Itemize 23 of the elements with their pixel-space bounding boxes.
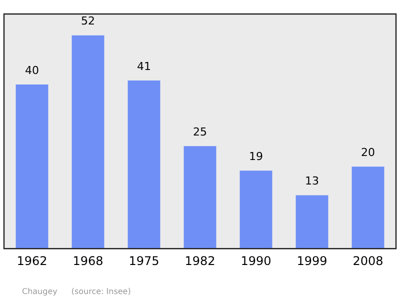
x-tick-label: 1962 [16, 254, 48, 268]
data-label: 20 [361, 146, 375, 159]
text: Chaugey [22, 287, 58, 296]
x-tick-label: 1982 [184, 254, 216, 268]
bar [296, 195, 328, 249]
bar [128, 80, 160, 249]
data-label: 19 [249, 150, 263, 164]
data-label: 41 [137, 60, 151, 73]
bar [240, 170, 272, 249]
data-label: 13 [305, 174, 319, 188]
bar [184, 146, 216, 249]
x-tick-label: 1968 [72, 254, 104, 268]
bar [352, 166, 384, 249]
data-label: 40 [25, 64, 39, 77]
text: (source: Insee) [71, 287, 131, 296]
bar [72, 35, 104, 249]
x-tick-label: 1990 [240, 254, 272, 268]
x-tick-label: 2008 [352, 254, 384, 268]
x-tick-label: 1999 [296, 254, 328, 268]
bar [16, 84, 48, 249]
x-tick-label: 1975 [128, 254, 160, 268]
data-label: 25 [193, 125, 207, 138]
data-label: 52 [81, 14, 95, 28]
